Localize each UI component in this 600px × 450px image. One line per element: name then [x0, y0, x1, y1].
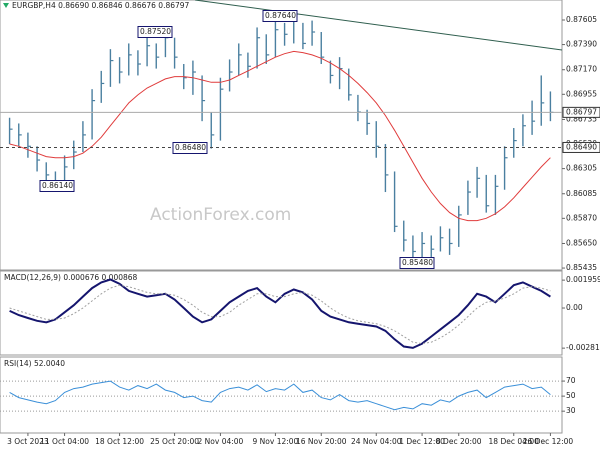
x-tick-label: 25 Oct 20:00	[150, 437, 199, 446]
series-line	[9, 278, 551, 349]
annotation-box	[172, 142, 208, 154]
x-tick-label: 9 Nov 12:00	[253, 437, 299, 446]
level-box	[562, 141, 600, 153]
annotation-box	[262, 10, 298, 22]
series-line	[9, 284, 551, 345]
trend-line	[194, 0, 563, 51]
y-tick-label: 50	[566, 391, 576, 400]
rsi-title: RSI(14) 52.0040	[4, 359, 65, 368]
series-line	[9, 380, 551, 411]
y-tick-label: 0.85650	[566, 238, 597, 247]
y-tick-label: 0.001959	[566, 275, 600, 284]
x-tick-label: 24 Nov 04:00	[351, 437, 402, 446]
chart-title: EURGBP,H4 0.86690 0.86846 0.86676 0.8679…	[12, 1, 190, 10]
y-tick-label: 0.86735	[566, 114, 597, 123]
watermark: ActionForex.com	[150, 205, 291, 225]
annotation-box	[39, 180, 75, 192]
y-tick-label: 0.87605	[566, 15, 597, 24]
annotation-box	[399, 257, 435, 269]
level-box	[562, 106, 600, 118]
annotation: 0.87640	[265, 11, 296, 20]
annotation-box	[137, 26, 173, 38]
x-tick-label: 18 Dec 04:00	[489, 437, 540, 446]
annotation: 0.86140	[42, 181, 73, 190]
y-tick-label: 0.85435	[566, 263, 597, 272]
y-tick-label: 70	[566, 376, 576, 385]
y-tick-label: 0.00	[566, 303, 583, 312]
x-tick-label: 1 Dec 12:00	[399, 437, 445, 446]
y-tick-label: 0.86305	[566, 164, 597, 173]
x-tick-label: 16 Nov 20:00	[296, 437, 347, 446]
y-tick-label: 0.87170	[566, 65, 597, 74]
y-tick-label: 0.85870	[566, 213, 597, 222]
symbol-icon	[3, 3, 9, 8]
x-tick-label: 18 Oct 12:00	[95, 437, 144, 446]
annotation: 0.86480	[175, 143, 206, 152]
annotation: 0.87520	[140, 27, 171, 36]
y-tick-label: 30	[566, 406, 576, 415]
y-tick-label: 0.86085	[566, 189, 597, 198]
x-tick-label: 2 Nov 04:00	[198, 437, 244, 446]
y-tick-label: 0.87390	[566, 40, 597, 49]
x-tick-label: 26 Dec 12:00	[523, 437, 574, 446]
level-label: 0.86797	[566, 107, 597, 116]
price-panel	[0, 0, 563, 271]
level-label: 0.86490	[566, 142, 597, 151]
y-tick-label: -0.002818	[566, 343, 600, 352]
macd-panel	[0, 270, 563, 356]
y-tick-label: 0.86955	[566, 89, 597, 98]
x-tick-label: 3 Oct 2023	[7, 437, 49, 446]
x-tick-label: 8 Dec 20:00	[436, 437, 482, 446]
annotation: 0.85480	[402, 258, 433, 267]
macd-title: MACD(12,26,9) 0.000676 0.000868	[4, 273, 138, 282]
series-line	[9, 50, 551, 222]
x-tick-label: 11 Oct 04:00	[40, 437, 89, 446]
rsi-panel	[0, 356, 563, 434]
